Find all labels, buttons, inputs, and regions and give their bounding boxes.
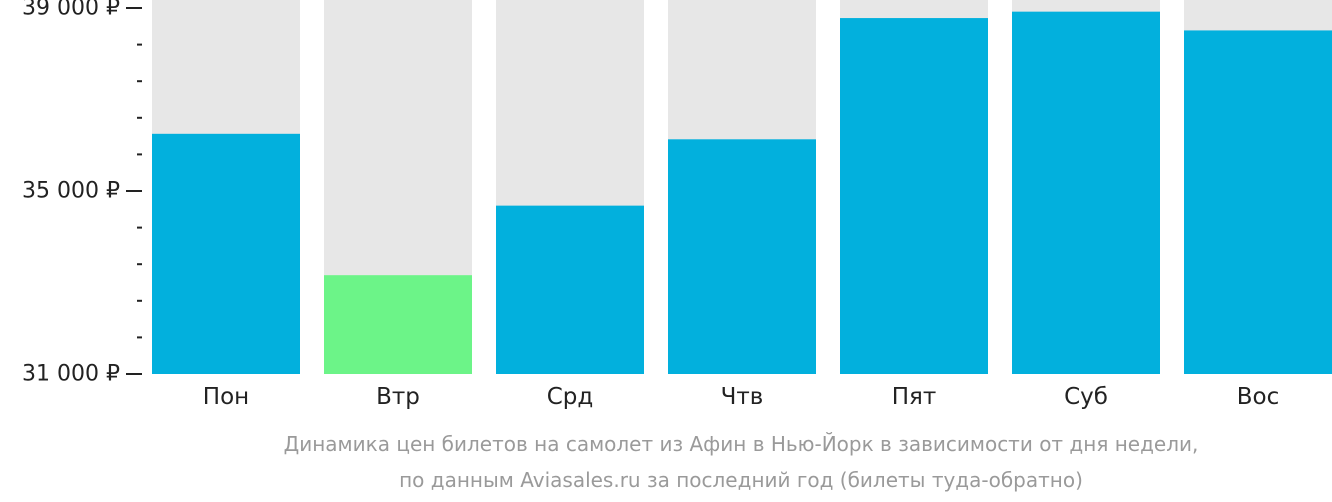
bar-6[interactable] (1012, 11, 1160, 374)
category-labels: Пон Втр Срд Чтв Пят Суб Вос (203, 384, 1279, 410)
bars (152, 0, 1332, 374)
bar-3[interactable] (496, 205, 644, 374)
x-category-label: Втр (376, 384, 420, 410)
bar-7[interactable] (1184, 30, 1332, 374)
x-category-label: Суб (1064, 384, 1108, 410)
y-tick-label: 35 000 ₽ (22, 179, 120, 204)
y-axis: 39 000 ₽ 35 000 ₽ 31 000 ₽ (22, 0, 142, 387)
chart-caption-line-1: Динамика цен билетов на самолет из Афин … (283, 432, 1199, 456)
x-category-label: Чтв (721, 384, 764, 410)
x-category-label: Пят (892, 384, 937, 410)
chart-caption-line-2: по данным Aviasales.ru за последний год … (399, 468, 1083, 492)
price-by-weekday-chart: 39 000 ₽ 35 000 ₽ 31 000 ₽ Пон Втр Срд Чтв Пят… (22, 0, 1332, 410)
bar-2[interactable] (324, 275, 472, 374)
x-category-label: Срд (547, 384, 594, 410)
x-category-label: Пон (203, 384, 249, 410)
bar-1[interactable] (152, 133, 300, 374)
bar-5[interactable] (840, 18, 988, 374)
bar-4[interactable] (668, 139, 816, 374)
y-tick-label: 31 000 ₽ (22, 362, 120, 387)
x-category-label: Вос (1237, 384, 1280, 410)
y-tick-label: 39 000 ₽ (22, 0, 120, 21)
